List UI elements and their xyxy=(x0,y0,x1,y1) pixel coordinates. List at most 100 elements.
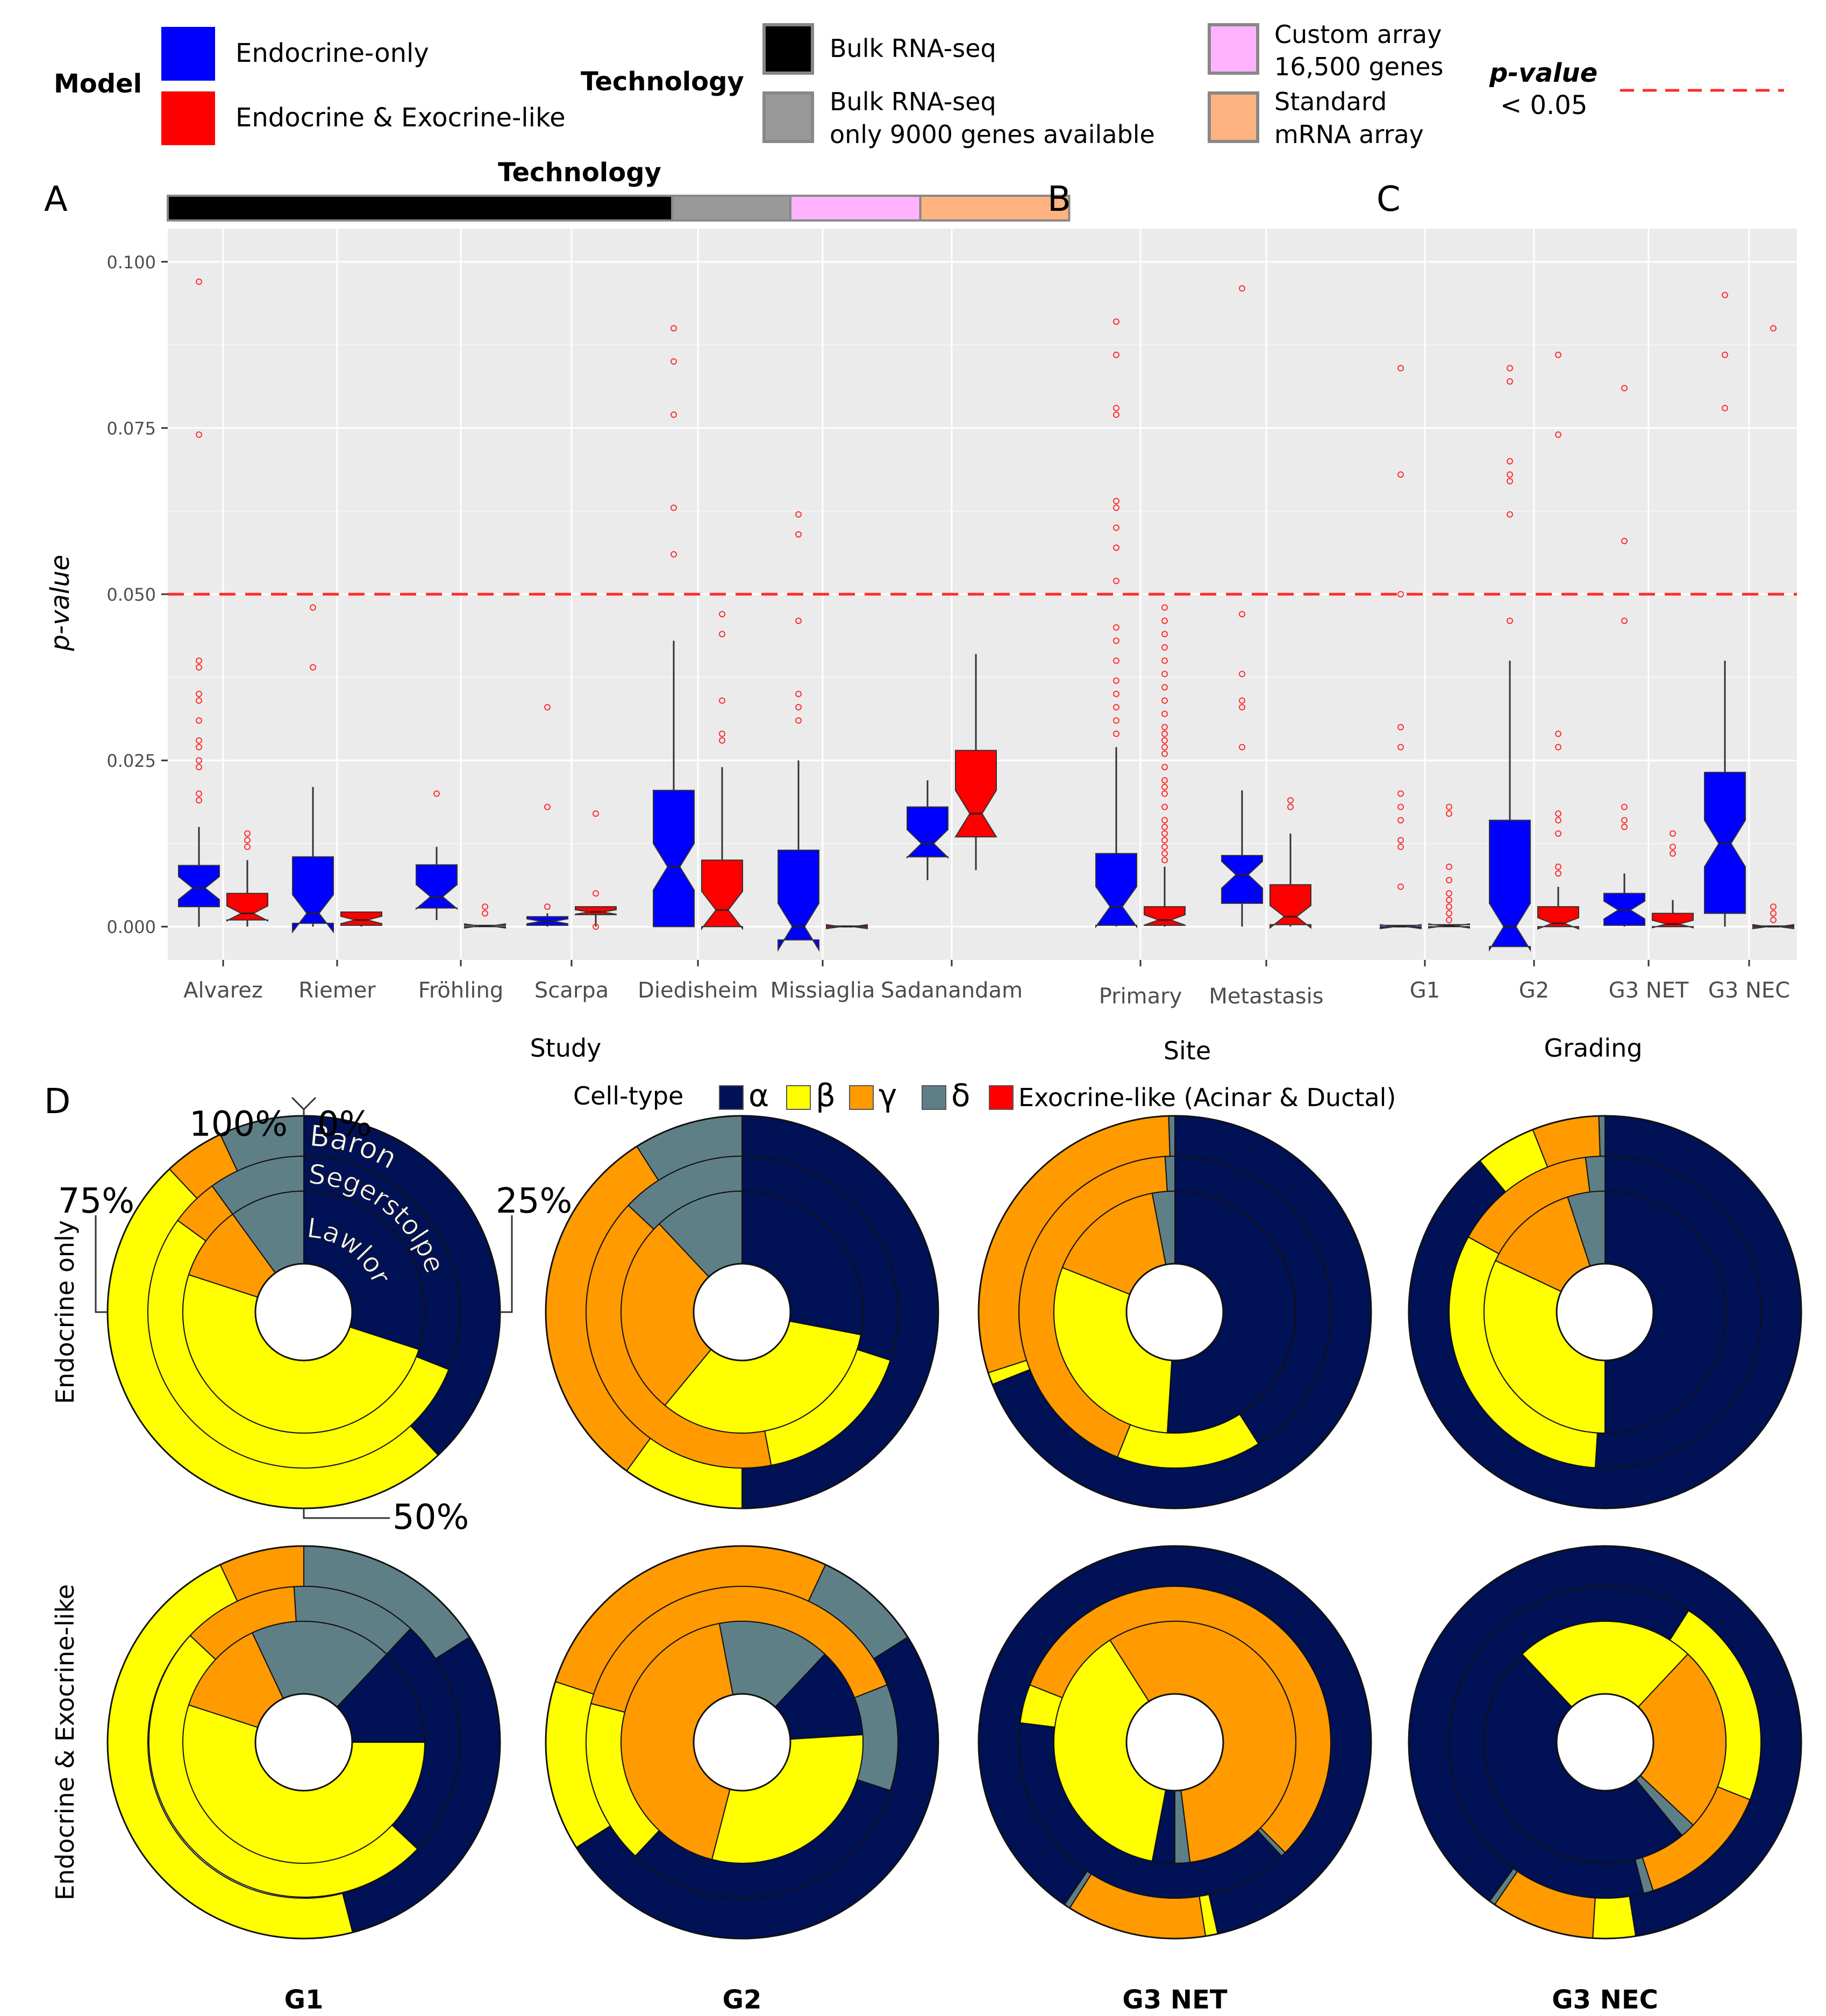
outlier-point xyxy=(1446,810,1452,817)
legend-swatch-standard-array xyxy=(1208,91,1259,143)
x-tick-label-g3-net: G3 NET xyxy=(1609,978,1689,1003)
outlier-point xyxy=(1446,903,1452,910)
box-body xyxy=(1144,906,1186,926)
cell-legend-label-beta: β xyxy=(816,1077,836,1114)
outlier-point xyxy=(196,657,202,664)
legend-swatch-bulk-rnaseq xyxy=(762,23,814,75)
outlier-point xyxy=(244,830,251,837)
donut-hole xyxy=(1556,1693,1654,1792)
outlier-point xyxy=(196,764,202,771)
cell-type-legend: Cell-type α β γ δ Exocrine-like (Acinar & Du… xyxy=(573,1077,1396,1114)
outlier-point xyxy=(1621,538,1628,545)
donut-endocrine-exocrine-like-g2 xyxy=(545,1545,939,1940)
outlier-point xyxy=(1113,411,1119,418)
legend-pvalue: p-value < 0.05 xyxy=(1489,58,1784,120)
outlier-point xyxy=(1397,591,1404,597)
box-endocrine-only-g1 xyxy=(1380,365,1422,930)
box-endocrine-only-missiaglia xyxy=(778,511,819,952)
donut-sector-outer-delta xyxy=(1598,1115,1606,1157)
outlier-point xyxy=(1113,704,1119,711)
outlier-point xyxy=(1239,697,1245,704)
outlier-point xyxy=(1161,823,1168,830)
donut-sector-outer-beta xyxy=(1592,1896,1637,1939)
legend-label-bulk-rnaseq-9000-l1: Bulk RNA-seq xyxy=(830,87,996,116)
outlier-point xyxy=(1161,777,1168,784)
donut-endocrine-exocrine-like-g1 xyxy=(106,1545,501,1940)
outlier-point xyxy=(1507,617,1513,624)
outlier-point xyxy=(1161,657,1168,664)
box-endocrine-only-g3-nec xyxy=(1704,291,1746,927)
outlier-point xyxy=(1161,737,1168,744)
outlier-point xyxy=(1397,884,1404,890)
cell-legend-label-delta: δ xyxy=(951,1077,971,1114)
outlier-point xyxy=(1239,744,1245,751)
donut-sector-middle-delta xyxy=(1164,1155,1175,1192)
x-tick-label-diedisheim: Diedisheim xyxy=(638,978,758,1003)
cell-legend-label-alpha: α xyxy=(748,1077,769,1114)
box-endocrine-exocrine-like-riemer xyxy=(340,911,382,927)
group-label-study: Study xyxy=(530,1034,602,1063)
outlier-point xyxy=(1446,863,1452,870)
outlier-point xyxy=(1555,810,1561,817)
legend-model: Model Endocrine-only Endocrine & Exocrin… xyxy=(54,27,566,145)
outlier-point xyxy=(1555,830,1561,837)
outlier-point xyxy=(1507,378,1513,385)
outlier-point xyxy=(1161,830,1168,837)
outlier-point xyxy=(544,704,551,711)
outlier-point xyxy=(310,604,316,611)
donut-endocrine-only-g2 xyxy=(545,1115,939,1509)
outlier-point xyxy=(1507,511,1513,518)
outlier-point xyxy=(1770,916,1777,923)
cell-type-legend-title: Cell-type xyxy=(573,1081,683,1110)
box-endocrine-only-primary xyxy=(1095,318,1137,929)
donut-sector-outer-delta xyxy=(1168,1115,1175,1157)
outlier-point xyxy=(1161,744,1168,751)
donut-endocrine-exocrine-like-g3-net xyxy=(978,1545,1372,1940)
box-endocrine-only-riemer xyxy=(292,604,334,934)
donut-hole xyxy=(693,1263,791,1362)
outlier-point xyxy=(1113,318,1119,325)
box-body xyxy=(907,806,948,859)
box-body xyxy=(340,911,382,926)
donut-outline xyxy=(545,1115,939,1509)
outlier-point xyxy=(795,617,802,624)
outlier-point xyxy=(795,704,802,711)
panel-label-c: C xyxy=(1376,180,1401,219)
outlier-point xyxy=(1446,910,1452,917)
leader-75 xyxy=(95,1215,108,1313)
technology-segment-0 xyxy=(167,195,674,222)
outlier-point xyxy=(795,531,802,538)
outlier-point xyxy=(196,744,202,751)
donut-endocrine-only-g3-net xyxy=(978,1115,1372,1509)
box-endocrine-exocrine-like-scarpa xyxy=(575,810,617,930)
box-body xyxy=(954,750,997,838)
outlier-point xyxy=(593,923,599,930)
outlier-point xyxy=(1161,750,1168,757)
legend-label-bulk-rnaseq-9000-l2: only 9000 genes available xyxy=(830,120,1155,149)
leader-25 xyxy=(500,1215,513,1313)
outlier-point xyxy=(1446,916,1452,923)
outlier-point xyxy=(1446,803,1452,810)
legend-swatch-custom-array xyxy=(1208,23,1259,75)
outlier-point xyxy=(1507,478,1513,485)
outlier-point xyxy=(1161,817,1168,824)
outlier-point xyxy=(196,797,202,804)
outlier-point xyxy=(1161,710,1168,717)
box-endocrine-exocrine-like-metastasis xyxy=(1269,797,1311,929)
outlier-point xyxy=(1161,783,1168,790)
outlier-point xyxy=(1239,704,1245,711)
cell-legend-label-exo: Exocrine-like (Acinar & Ductal) xyxy=(1018,1083,1396,1112)
box-endocrine-only-fr-hling xyxy=(416,790,458,920)
legend-swatch-bulk-rnaseq-9000 xyxy=(762,91,814,143)
legend-label-standard-array-l1: Standard xyxy=(1274,87,1387,116)
box-body xyxy=(778,850,819,952)
outlier-point xyxy=(593,810,599,817)
outlier-point xyxy=(1507,471,1513,478)
box-body xyxy=(292,856,334,934)
outlier-point xyxy=(1446,896,1452,903)
outlier-point xyxy=(1397,365,1404,372)
outlier-point xyxy=(795,717,802,724)
x-tick-label-g3-nec: G3 NEC xyxy=(1708,978,1790,1003)
outlier-point xyxy=(1770,325,1777,332)
x-tick-label-sadanandam: Sadanandam xyxy=(881,978,1023,1003)
